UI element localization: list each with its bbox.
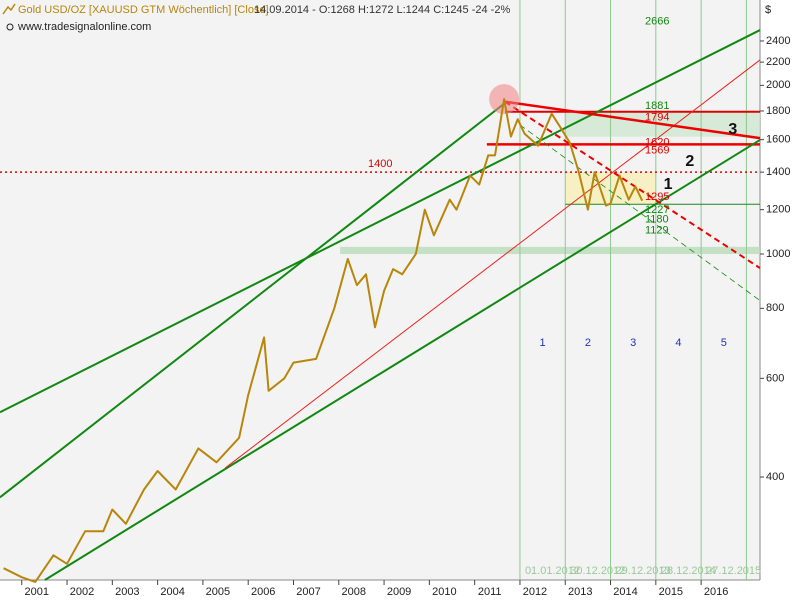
header-icon: [2, 3, 16, 15]
y-tick-label: 1400: [766, 166, 790, 178]
price-label: 1794: [645, 112, 669, 124]
quote: 14.09.2014 - O:1268 H:1272 L:1244 C:1245…: [254, 4, 510, 16]
x-tick-label: 2007: [296, 586, 320, 598]
cycle-date: 28.12.2014: [661, 565, 716, 577]
icon: [6, 23, 14, 31]
trendline: [44, 139, 761, 581]
trendline: [224, 59, 761, 469]
x-tick-label: 2002: [70, 586, 94, 598]
wave-label: 2: [685, 153, 694, 170]
x-tick-label: 2005: [206, 586, 230, 598]
price-label: 1180: [645, 214, 669, 226]
x-tick-label: 2006: [251, 586, 275, 598]
cycle-date: 27.12.2015: [706, 565, 761, 577]
x-tick-label: 2001: [24, 586, 48, 598]
y-tick-label: 1600: [766, 134, 790, 146]
x-tick-label: 2015: [659, 586, 683, 598]
price-label: 2666: [645, 15, 669, 27]
trendline: [0, 102, 506, 499]
price-label: 1227: [645, 204, 669, 216]
price-label: 1129: [645, 224, 669, 236]
x-tick-label: 2012: [523, 586, 547, 598]
zone: [340, 246, 760, 255]
trendline: [504, 100, 761, 140]
price-label: 1620: [645, 137, 669, 149]
cycle-number: 4: [675, 337, 681, 349]
x-tick-label: 2008: [342, 586, 366, 598]
price-label: 1881: [645, 100, 669, 112]
y-tick-label: 2000: [766, 79, 790, 91]
price-label: 1295: [645, 191, 669, 203]
y-tick-label: 600: [766, 372, 784, 384]
chart-title: Gold USD/OZ [XAUUSD GTM Wöchentlich] [Cl…: [18, 4, 269, 16]
cycle-date: 29.12.2013: [616, 565, 671, 577]
price-label: 1569: [645, 144, 669, 156]
x-tick-label: 2013: [568, 586, 592, 598]
x-tick-label: 2014: [613, 586, 637, 598]
x-tick-label: 2010: [432, 586, 456, 598]
wave-label: 1: [664, 176, 673, 193]
cycle-number: 2: [585, 337, 591, 349]
x-tick-label: 2016: [704, 586, 728, 598]
y-tick-label: 2200: [766, 56, 790, 68]
plot-area: [0, 0, 760, 580]
y-tick-label: 1000: [766, 248, 790, 260]
y-tick-label: 1800: [766, 105, 790, 117]
cycle-number: 3: [630, 337, 636, 349]
y-tick-label: 1200: [766, 204, 790, 216]
price-line: [3, 98, 644, 583]
y-tick-label: 800: [766, 302, 784, 314]
y-tick-label: 2400: [766, 35, 790, 47]
cycle-number: 1: [540, 337, 546, 349]
cycle-date: 30.12.2012: [570, 565, 625, 577]
wave-label: 3: [728, 121, 737, 138]
x-tick-label: 2003: [115, 586, 139, 598]
trendline: [504, 100, 761, 269]
x-tick-label: 2004: [160, 586, 184, 598]
x-tick-label: 2009: [387, 586, 411, 598]
cycle-date: 01.01.2012: [525, 565, 580, 577]
trendline: [0, 29, 761, 414]
subtitle: www.tradesignalonline.com: [17, 21, 151, 33]
y-tick-label: 400: [766, 471, 784, 483]
cycle-number: 5: [721, 337, 727, 349]
x-tick-label: 2011: [478, 586, 502, 598]
y-unit: $: [765, 4, 771, 16]
level-label: 1400: [368, 158, 392, 170]
